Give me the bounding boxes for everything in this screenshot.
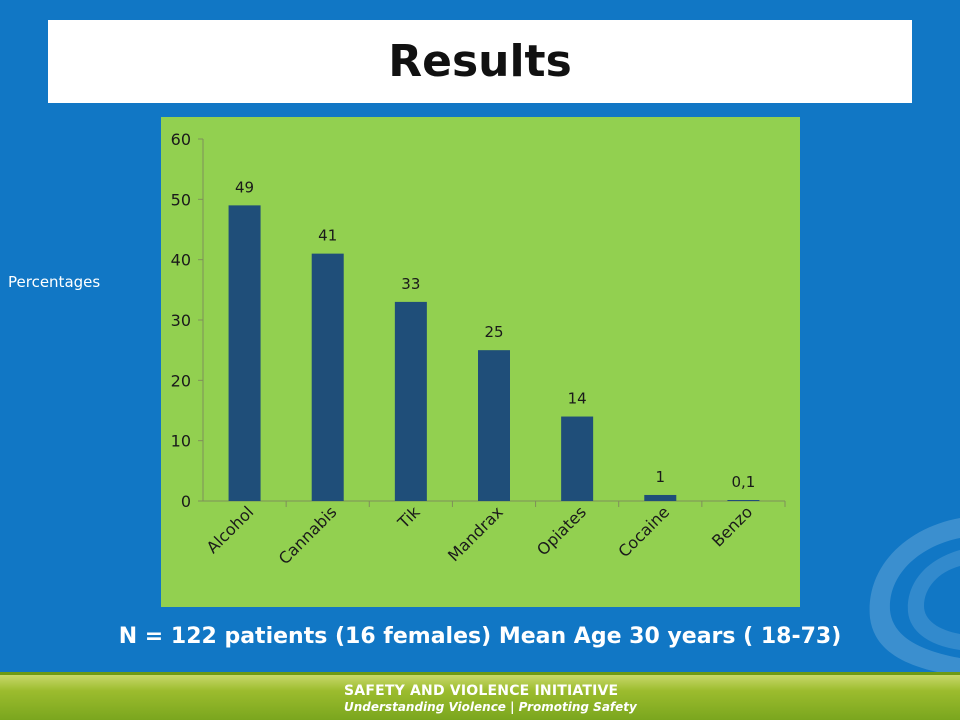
footer-brand: SAFETY AND VIOLENCE INITIATIVE Understan… [344,683,637,715]
footer-banner: SAFETY AND VIOLENCE INITIATIVE Understan… [0,672,960,720]
bar [478,350,510,501]
x-tick-label: Mandrax [444,502,507,565]
data-label: 33 [401,275,420,293]
data-label: 25 [484,323,503,341]
x-tick-label: Cannabis [275,502,341,568]
caption: N = 122 patients (16 females) Mean Age 3… [118,624,842,649]
data-label: 41 [318,227,337,245]
data-label: 14 [568,390,587,408]
y-tick-label: 10 [171,432,191,451]
bar [228,205,261,501]
x-tick-label: Benzo [708,502,756,550]
y-tick-label: 60 [171,130,191,149]
bar-chart: 0 10 20 30 40 50 60 49 Alcohol 41 Cannabis 33 Tik 25 M… [171,130,786,568]
footer-tagline: Understanding Violence | Promoting Safet… [344,700,637,714]
bar [644,494,677,501]
title-box: Results [48,20,912,103]
y-tick-label: 30 [171,311,191,330]
y-axis-side-label: Percentages [8,273,101,291]
x-tick-label: Opiates [533,502,590,559]
y-tick-label: 20 [171,371,191,390]
x-tick-label: Tik [393,502,424,533]
bar [561,416,594,501]
chart-area: 0 10 20 30 40 50 60 49 Alcohol 41 Cannabis 33 Tik 25 M… [161,117,800,607]
y-tick-label: 50 [171,190,191,209]
y-tick-label: 40 [171,251,191,270]
x-tick-label: Alcohol [203,502,258,557]
x-tick-label: Cocaine [614,502,673,561]
bar [311,253,344,501]
data-label: 0,1 [731,473,755,491]
data-label: 1 [656,468,666,486]
y-tick-label: 0 [181,492,191,511]
bar [394,301,427,501]
logo-swoosh-icon [869,518,960,676]
footer-org-name: SAFETY AND VIOLENCE INITIATIVE [344,683,619,699]
page-title: Results [388,36,572,87]
data-label: 49 [235,178,254,196]
bar [727,500,760,501]
